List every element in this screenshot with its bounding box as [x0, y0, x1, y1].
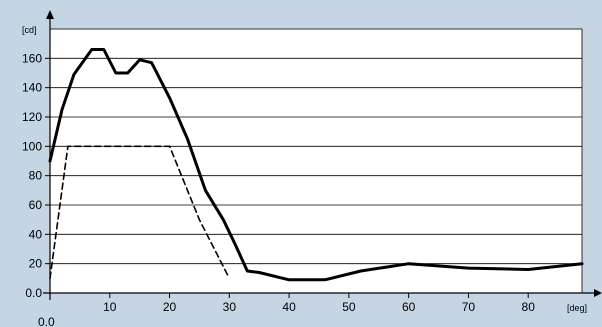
plot-area	[49, 28, 583, 294]
x-axis-arrow	[594, 289, 602, 297]
y-tick-label: 100	[22, 139, 42, 153]
x-tick-label: 20	[163, 300, 177, 314]
series-group	[48, 48, 584, 282]
x-tick-label: 10	[103, 300, 117, 314]
y-axis-arrow	[46, 10, 54, 19]
y-tick-label: 0.0	[25, 286, 42, 300]
y-tick-label: 160	[22, 51, 42, 65]
x-tick-label: 30	[223, 300, 237, 314]
x-tick-label: 40	[282, 300, 296, 314]
y-tick-label: 140	[22, 81, 42, 95]
tick-labels: 0.0 20 40 60 80 100 120 140 160 10 20 30 40 50 60 70 80 0…	[22, 51, 535, 327]
y-tick-label: 80	[29, 169, 43, 183]
y-tick-label: 60	[29, 198, 43, 212]
y-tick-label: 40	[29, 227, 43, 241]
series-line-solid	[48, 48, 584, 282]
x-tick-label: 80	[522, 300, 536, 314]
x-tick-label: 60	[402, 300, 416, 314]
x-axis-unit-label: [deg]	[567, 303, 587, 313]
y-tick-label: 120	[22, 110, 42, 124]
series-line-dashed	[49, 145, 231, 280]
y-axis-unit-label: [cd]	[22, 25, 37, 35]
x-tick-label: 50	[342, 300, 356, 314]
origin-label: 0.0	[38, 315, 55, 327]
x-tick-label: 70	[462, 300, 476, 314]
y-tick-label: 20	[29, 257, 43, 271]
